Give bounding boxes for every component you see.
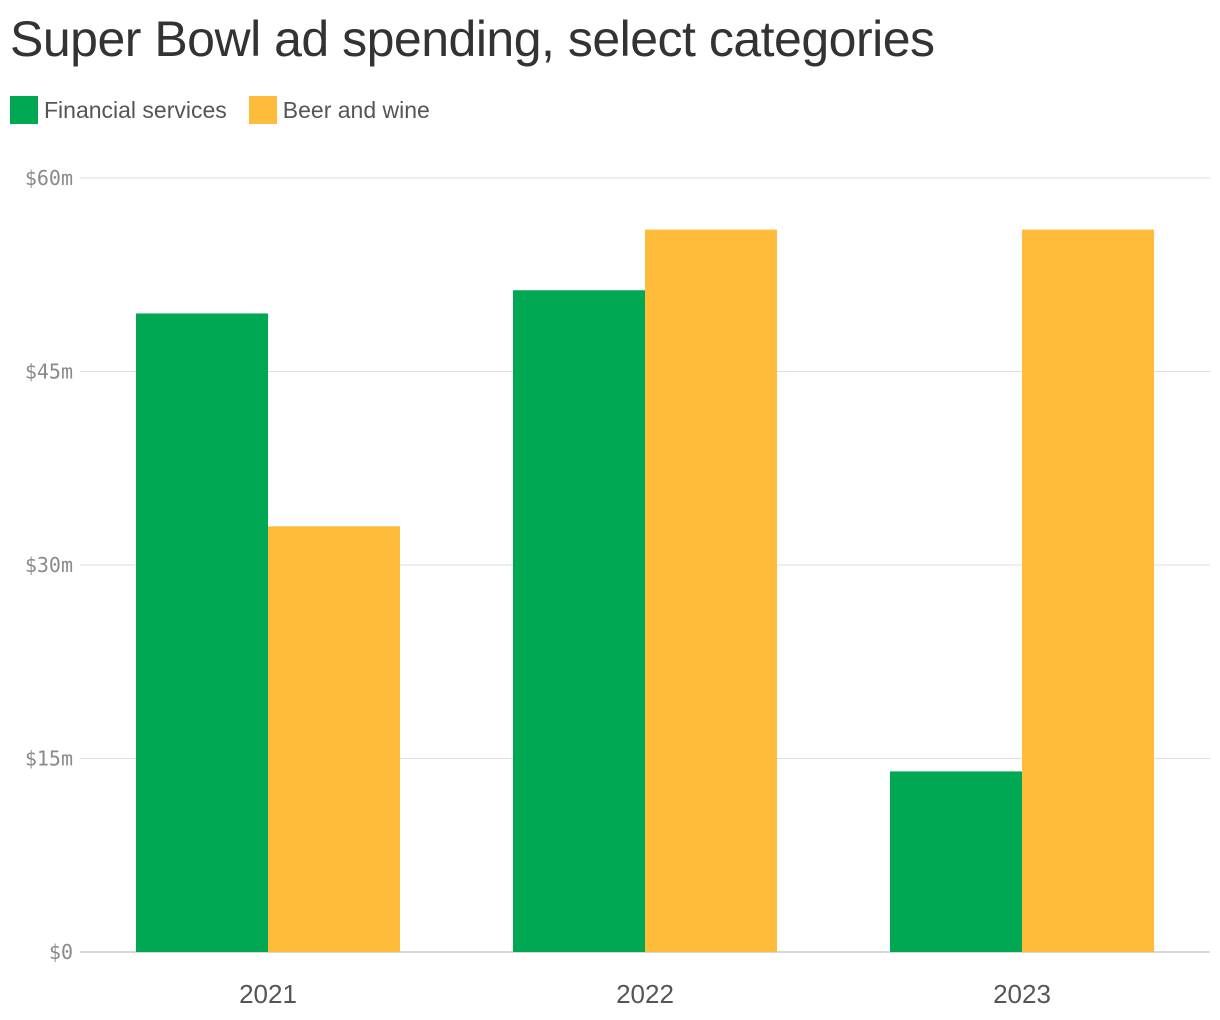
legend-label-financial-services: Financial services — [44, 96, 227, 123]
legend-item-beer-and-wine: Beer and wine — [248, 96, 430, 124]
x-category-label: 2022 — [616, 979, 674, 1009]
bar-beer-and-wine-2023 — [1022, 229, 1154, 953]
y-tick-label: $60m — [25, 166, 73, 190]
bar-financial-services-2021 — [136, 313, 268, 952]
bar-financial-services-2023 — [890, 771, 1022, 952]
y-tick-label: $45m — [25, 360, 73, 384]
x-category-label: 2021 — [239, 979, 297, 1009]
x-category-label: 2023 — [993, 979, 1051, 1009]
legend-swatch-beer-and-wine — [248, 96, 277, 124]
bar-financial-services-2022 — [513, 290, 645, 953]
legend-swatch-financial-services — [10, 96, 38, 124]
bar-beer-and-wine-2021 — [268, 526, 400, 952]
legend-label-beer-and-wine: Beer and wine — [282, 96, 430, 123]
y-tick-label: $15m — [25, 747, 73, 771]
y-tick-label: $0 — [49, 940, 73, 964]
legend-item-financial-services: Financial services — [10, 96, 227, 124]
y-tick-label: $30m — [25, 553, 73, 577]
bar-beer-and-wine-2022 — [645, 229, 777, 953]
chart-title: Super Bowl ad spending, select categorie… — [10, 11, 935, 67]
legend: Financial services Beer and wine — [10, 96, 452, 124]
